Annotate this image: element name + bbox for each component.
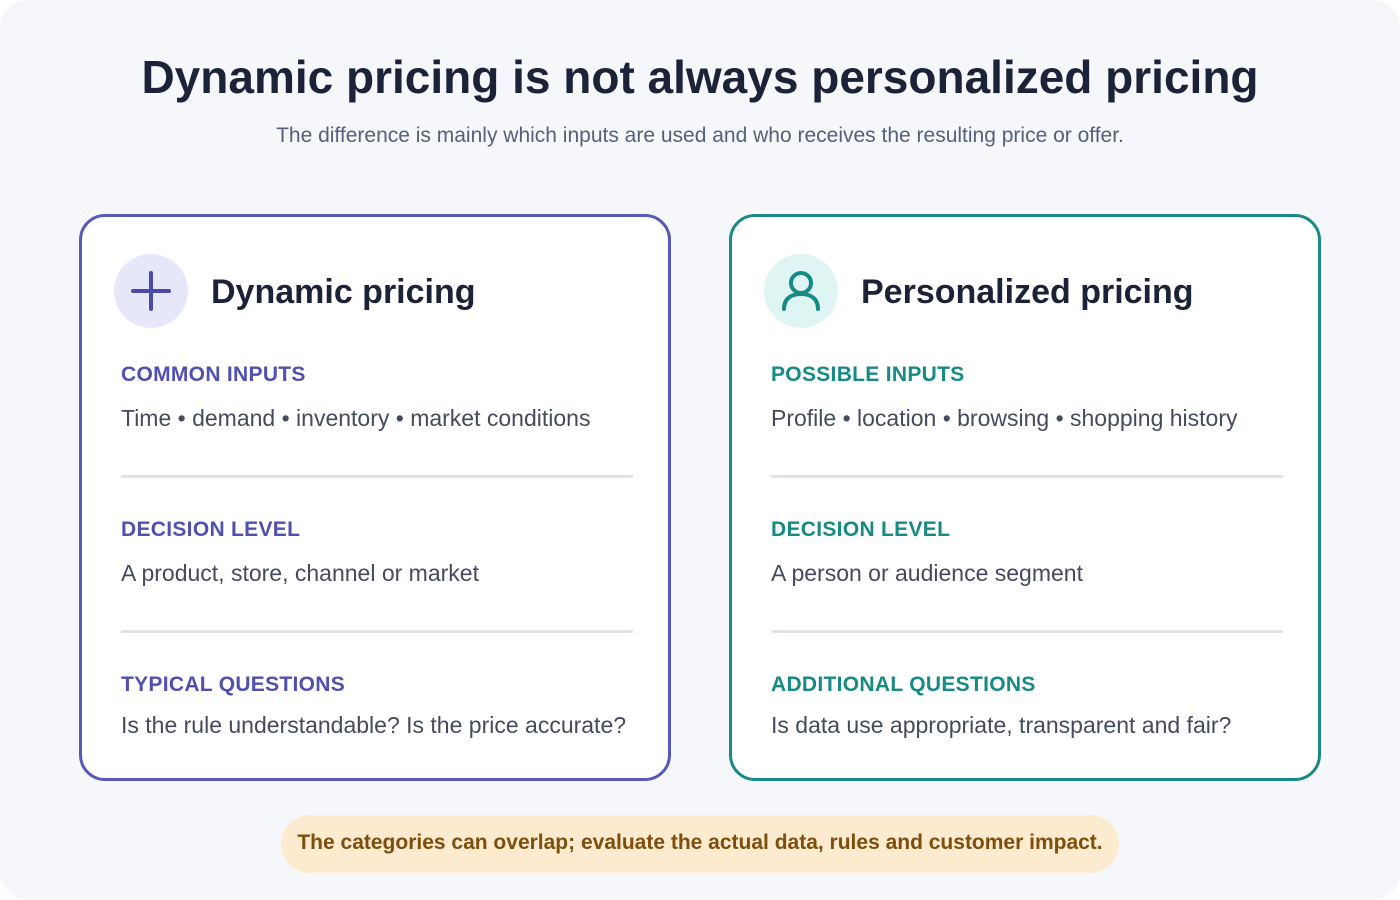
section-text-decision: A person or audience segment	[771, 560, 1083, 586]
page-title: Dynamic pricing is not always personaliz…	[141, 51, 1259, 103]
footer-note: The categories can overlap; evaluate the…	[297, 831, 1103, 854]
section-label-questions: TYPICAL QUESTIONS	[121, 673, 346, 696]
section-label-decision: DECISION LEVEL	[771, 518, 951, 541]
section-text-inputs: Time • demand • inventory • market condi…	[121, 405, 591, 431]
divider	[121, 475, 633, 478]
divider	[771, 475, 1283, 478]
section-label-inputs: COMMON INPUTS	[121, 363, 306, 386]
dynamic-pricing-card: Dynamic pricing COMMON INPUTS Time • dem…	[79, 214, 671, 781]
section-label-decision: DECISION LEVEL	[121, 518, 301, 541]
card-title: Dynamic pricing	[211, 273, 476, 311]
section-label-inputs: POSSIBLE INPUTS	[771, 363, 965, 386]
section-text-inputs: Profile • location • browsing • shopping…	[771, 405, 1238, 431]
personalized-pricing-card: Personalized pricing POSSIBLE INPUTS Pro…	[729, 214, 1321, 781]
page-subtitle: The difference is mainly which inputs ar…	[276, 124, 1124, 147]
card-title: Personalized pricing	[861, 273, 1194, 311]
footer-note-pill	[281, 815, 1119, 873]
section-label-questions: ADDITIONAL QUESTIONS	[771, 673, 1036, 696]
divider	[771, 630, 1283, 633]
person-icon	[764, 254, 838, 328]
plus-icon	[114, 254, 188, 328]
section-text-decision: A product, store, channel or market	[121, 560, 479, 586]
divider	[121, 630, 633, 633]
section-text-questions: Is data use appropriate, transparent and…	[771, 712, 1232, 738]
section-text-questions: Is the rule understandable? Is the price…	[121, 712, 627, 738]
